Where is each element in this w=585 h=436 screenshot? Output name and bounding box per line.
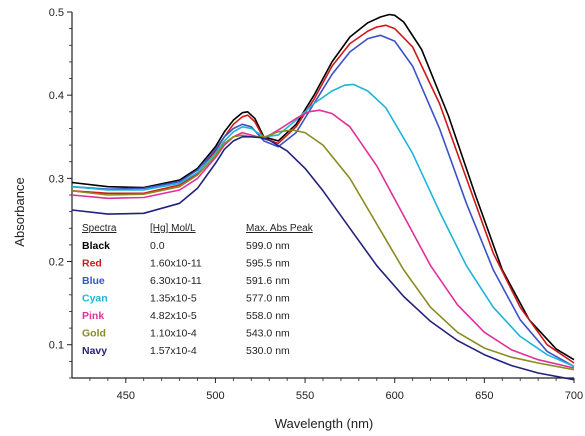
x-tick-label: 700 bbox=[565, 390, 583, 402]
y-tick-label: 0.1 bbox=[49, 340, 64, 352]
legend-name-blue: Blue bbox=[82, 275, 105, 287]
series-line-blue bbox=[71, 34, 575, 368]
legend-concentration: 4.82x10-5 bbox=[150, 310, 197, 322]
legend-name-navy: Navy bbox=[82, 345, 107, 357]
legend-header: Spectra bbox=[82, 223, 117, 234]
x-axis-ticks: 450 500 550 600 650 700 bbox=[89, 378, 583, 402]
legend-peak: 595.5 nm bbox=[246, 258, 290, 270]
legend-concentration: 6.30x10-11 bbox=[150, 275, 202, 287]
series-line-gold bbox=[71, 129, 575, 371]
series-line-navy bbox=[71, 136, 575, 381]
legend-header: [Hg] Mol/L bbox=[150, 223, 196, 234]
legend-peak: 530.0 nm bbox=[246, 345, 290, 357]
legend-concentration: 1.10x10-4 bbox=[150, 328, 197, 340]
y-tick-label: 0.5 bbox=[49, 7, 64, 19]
legend-concentration: 1.57x10-4 bbox=[150, 345, 197, 357]
legend: Spectra [Hg] Mol/L Max. Abs Peak Black 0.0 59… bbox=[82, 223, 314, 357]
y-tick-label: 0.3 bbox=[49, 173, 64, 185]
x-tick-label: 500 bbox=[206, 390, 224, 402]
legend-name-red: Red bbox=[82, 258, 102, 270]
x-axis-label: Wavelength (nm) bbox=[275, 416, 374, 431]
series-line-pink bbox=[71, 109, 575, 369]
series-line-black bbox=[71, 13, 575, 361]
legend-name-black: Black bbox=[82, 240, 110, 252]
legend-concentration: 0.0 bbox=[150, 240, 165, 252]
x-tick-label: 550 bbox=[296, 390, 314, 402]
x-tick-label: 450 bbox=[117, 390, 135, 402]
series-layer bbox=[71, 13, 575, 381]
legend-concentration: 1.60x10-11 bbox=[150, 258, 202, 270]
y-axis-ticks: 0.1 0.2 0.3 0.4 0.5 bbox=[49, 7, 72, 379]
y-axis-label: Absorbance bbox=[12, 177, 27, 246]
x-tick-label: 650 bbox=[475, 390, 493, 402]
y-tick-label: 0.4 bbox=[49, 90, 64, 102]
legend-concentration: 1.35x10-5 bbox=[150, 293, 197, 305]
y-tick-label: 0.2 bbox=[49, 257, 64, 269]
plot-frame bbox=[71, 12, 574, 379]
legend-peak: 577.0 nm bbox=[246, 293, 290, 305]
series-line-cyan bbox=[71, 83, 575, 368]
legend-name-gold: Gold bbox=[82, 328, 106, 340]
legend-peak: 558.0 nm bbox=[246, 310, 290, 322]
legend-peak: 591.6 nm bbox=[246, 275, 290, 287]
x-tick-label: 600 bbox=[386, 390, 404, 402]
legend-header: Max. Abs Peak bbox=[246, 223, 314, 234]
legend-peak: 543.0 nm bbox=[246, 328, 290, 340]
legend-name-cyan: Cyan bbox=[82, 293, 108, 305]
legend-name-pink: Pink bbox=[82, 310, 104, 322]
legend-peak: 599.0 nm bbox=[246, 240, 290, 252]
